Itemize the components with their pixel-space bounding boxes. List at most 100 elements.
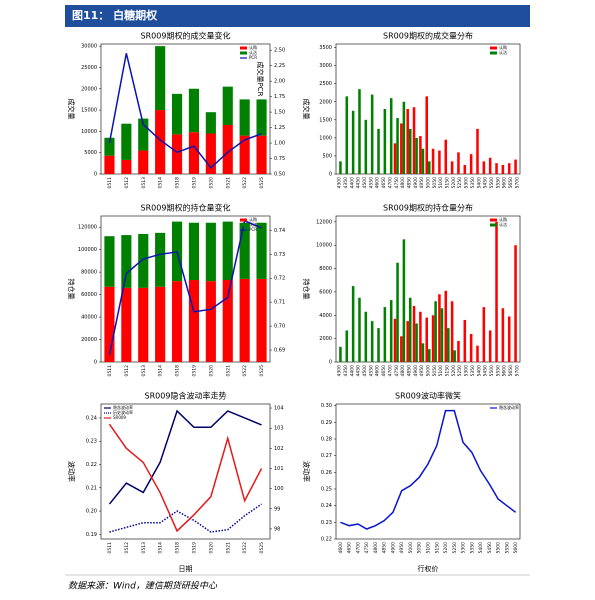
x-tick-label: 0525 — [259, 177, 265, 189]
header-title: 图11： 白糖期权 — [72, 8, 158, 22]
y-tick-label: 1.75 — [274, 94, 285, 100]
x-tick-label: 4900 — [390, 542, 396, 554]
bar — [444, 290, 448, 362]
x-tick-label: 5150 — [445, 177, 451, 189]
x-tick-label: 5550 — [495, 365, 501, 377]
y-tick-label: 0 — [94, 360, 97, 366]
x-tick-label: 0525 — [259, 365, 265, 377]
bar-segment — [188, 222, 200, 281]
bar — [370, 94, 374, 174]
y-tick-label: 0.22 — [86, 462, 97, 468]
series-line — [108, 423, 263, 533]
y-tick-label: 104 — [274, 406, 284, 412]
bar — [364, 119, 368, 174]
bar — [406, 321, 409, 362]
x-tick-label: 5350 — [470, 177, 476, 189]
x-tick-label: 0522 — [242, 542, 248, 554]
bar — [421, 343, 425, 362]
x-tick-label: 4700 — [387, 365, 393, 377]
y-tick-label: 0.23 — [321, 520, 332, 526]
bar-segment — [104, 137, 115, 156]
x-tick-label: 4500 — [362, 177, 368, 189]
x-tick-label: 5600 — [502, 177, 508, 189]
bar-segment — [171, 134, 183, 174]
bar — [438, 294, 441, 362]
bar — [457, 340, 460, 362]
x-tick-label: 5300 — [464, 177, 470, 189]
x-tick-label: 4650 — [381, 177, 387, 189]
x-tick-label: 4500 — [362, 365, 368, 377]
plot-frame — [100, 215, 271, 363]
x-tick-label: 5450 — [483, 365, 489, 377]
bar — [419, 136, 422, 174]
x-tick-label: 5400 — [478, 542, 484, 554]
bar-segment — [104, 155, 115, 174]
x-tick-label: 5100 — [438, 365, 444, 377]
bar — [400, 123, 403, 174]
bar-segment — [121, 123, 132, 160]
bar-segment — [121, 159, 132, 174]
bar-segment — [205, 112, 216, 134]
bar-segment — [155, 286, 166, 362]
x-tick-label: 5250 — [457, 177, 463, 189]
bar — [351, 286, 355, 362]
x-tick-label: 4400 — [349, 365, 355, 377]
y-tick-label: 8000 — [319, 266, 332, 272]
bar — [406, 109, 409, 174]
x-tick-label: 4750 — [394, 177, 400, 189]
x-tick-label: 0520 — [208, 177, 214, 189]
y-tick-label: 15000 — [81, 108, 97, 114]
legend-label: SR009 — [113, 415, 126, 420]
chart-title: SR009期权的持仓量分布 — [383, 203, 473, 213]
y-tick-label: 10000 — [81, 129, 97, 135]
y-tick-label: 0.50 — [274, 172, 285, 178]
bar — [450, 301, 454, 362]
y-tick-label: 99 — [274, 506, 280, 512]
bar-segment — [239, 135, 250, 174]
y-tick-label: 0.69 — [274, 348, 285, 354]
y-tick-label: 102 — [274, 446, 284, 452]
x-tick-label: 5550 — [495, 177, 501, 189]
x-tick-label: 4950 — [419, 177, 425, 189]
y-axis-label: 持仓量 — [302, 279, 311, 300]
bar-segment — [104, 286, 115, 362]
x-tick-label: 5400 — [476, 177, 482, 189]
bar — [444, 139, 448, 174]
y-tick-label: 0.24 — [86, 415, 97, 421]
bar — [402, 239, 406, 362]
bar — [408, 128, 412, 174]
y-axis-label: 波动率 — [67, 461, 76, 482]
x-tick-label: 4750 — [364, 542, 370, 554]
bar-segment — [205, 222, 216, 282]
chart-title: SR009隐含波动率走势 — [145, 391, 227, 401]
bar-segment — [222, 221, 233, 281]
bar — [507, 316, 511, 362]
y-tick-label: 4000 — [319, 313, 332, 319]
bar — [358, 89, 361, 174]
y-tick-label: 1.25 — [274, 125, 285, 131]
x-tick-label: 0511 — [107, 365, 113, 377]
x-tick-label: 5600 — [513, 542, 519, 554]
x-tick-label: 0513 — [141, 177, 147, 189]
bar — [434, 301, 437, 362]
y-tick-label: 1.50 — [274, 110, 285, 116]
x-tick-label: 0519 — [191, 177, 197, 189]
y-tick-label: 98 — [274, 526, 280, 532]
legend-label: 认购 — [249, 44, 257, 50]
y-tick-label: 2500 — [319, 81, 332, 87]
bar-segment — [188, 88, 200, 133]
y-tick-label: 3000 — [319, 63, 332, 69]
bar — [383, 307, 387, 362]
bar — [393, 143, 397, 174]
x-tick-label: 5150 — [434, 542, 440, 554]
y-tick-label: 0.22 — [321, 537, 332, 543]
x-tick-label: 5500 — [496, 542, 502, 554]
y-tick-label: 2000 — [319, 99, 332, 105]
bar-segment — [188, 132, 200, 174]
x-tick-label: 0513 — [141, 542, 147, 554]
bar — [469, 154, 473, 174]
legend-label: PCR — [249, 227, 257, 232]
bar-segment — [121, 235, 132, 288]
bar-segment — [155, 46, 166, 111]
